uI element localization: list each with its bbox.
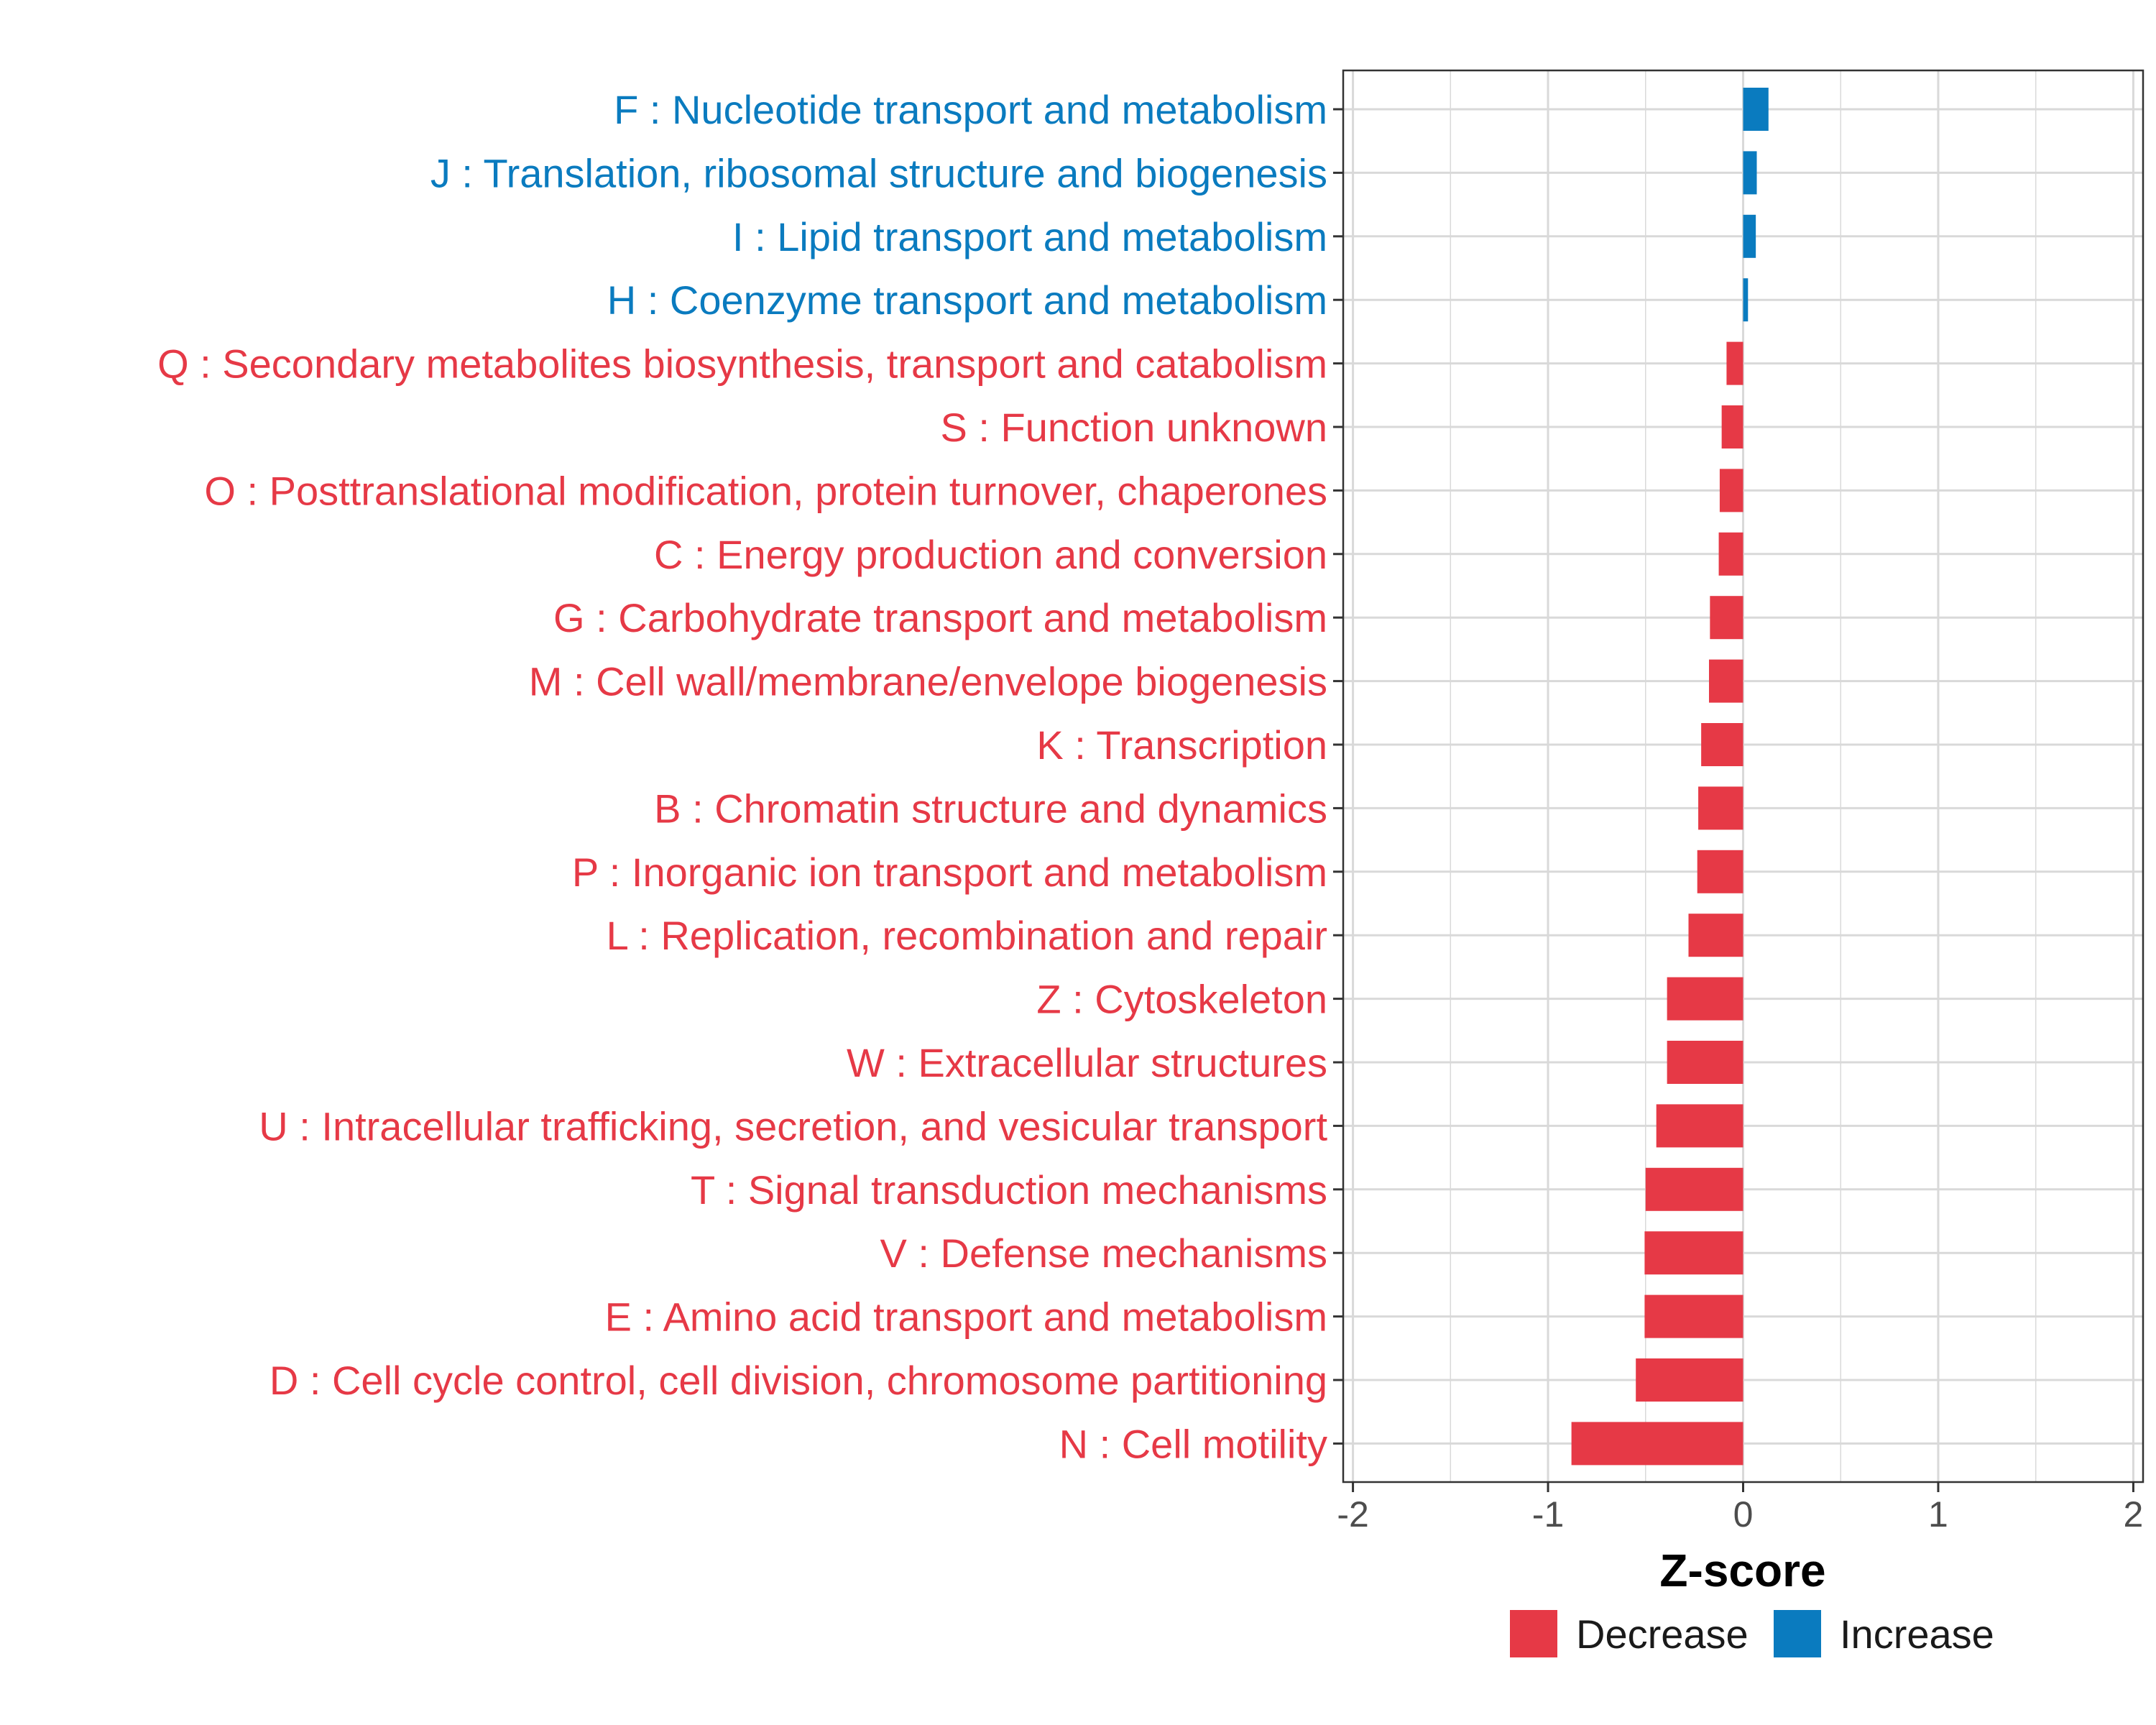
bar — [1667, 1041, 1743, 1084]
category-label: J : Translation, ribosomal structure and… — [430, 150, 1327, 196]
category-label: I : Lipid transport and metabolism — [732, 214, 1327, 259]
bar — [1644, 1294, 1743, 1338]
category-label: K : Transcription — [1036, 722, 1327, 768]
bar — [1743, 151, 1757, 195]
x-tick-label: -1 — [1532, 1494, 1564, 1535]
bar — [1697, 850, 1743, 893]
bar — [1656, 1104, 1743, 1148]
category-label: Q : Secondary metabolites biosynthesis, … — [157, 341, 1327, 387]
legend-swatch-decrease — [1510, 1610, 1557, 1657]
legend: Decrease Increase — [1510, 1610, 1994, 1657]
category-label: O : Posttranslational modification, prot… — [204, 468, 1327, 513]
legend-label-increase: Increase — [1840, 1611, 1994, 1657]
category-label: D : Cell cycle control, cell division, c… — [270, 1358, 1327, 1403]
legend-swatch-increase — [1774, 1610, 1821, 1657]
category-label: B : Chromatin structure and dynamics — [654, 786, 1327, 831]
category-label: E : Amino acid transport and metabolism — [605, 1294, 1327, 1340]
y-axis-labels: F : Nucleotide transport and metabolism J… — [157, 87, 1327, 1466]
category-label: U : Intracellular trafficking, secretion… — [259, 1103, 1327, 1149]
x-tick-label: 2 — [2124, 1494, 2144, 1535]
bar — [1688, 914, 1743, 957]
bar — [1636, 1358, 1743, 1402]
category-label: M : Cell wall/membrane/envelope biogenes… — [529, 659, 1327, 704]
x-tick-label: 1 — [1928, 1494, 1948, 1535]
bar — [1743, 278, 1749, 322]
bar — [1667, 977, 1743, 1021]
bar — [1698, 786, 1743, 830]
category-label: C : Energy production and conversion — [654, 532, 1327, 577]
bar — [1645, 1167, 1743, 1211]
x-tick-label: 0 — [1733, 1494, 1754, 1535]
category-label: P : Inorganic ion transport and metaboli… — [572, 850, 1327, 895]
y-axis-ticks — [1333, 108, 1343, 1445]
x-tick-label: -2 — [1337, 1494, 1368, 1535]
category-label: G : Carbohydrate transport and metabolis… — [553, 595, 1327, 640]
bar — [1719, 469, 1743, 512]
x-axis-labels: -2 -1 0 1 2 — [1337, 1494, 2143, 1535]
bar — [1726, 341, 1743, 385]
category-label: S : Function unknown — [940, 405, 1327, 450]
bar — [1710, 596, 1743, 640]
category-label: F : Nucleotide transport and metabolism — [614, 87, 1327, 132]
bar — [1743, 214, 1756, 258]
bar — [1708, 659, 1743, 703]
x-axis-ticks — [1352, 1482, 2134, 1492]
bar — [1644, 1231, 1743, 1275]
category-label: N : Cell motility — [1059, 1421, 1327, 1466]
category-label: H : Coenzyme transport and metabolism — [607, 277, 1327, 323]
bar — [1721, 405, 1743, 448]
category-label: W : Extracellular structures — [847, 1040, 1327, 1085]
category-label: L : Replication, recombination and repai… — [607, 913, 1327, 958]
legend-label-decrease: Decrease — [1576, 1611, 1749, 1657]
vertical-gridlines — [1352, 70, 2134, 1482]
bar — [1718, 532, 1743, 576]
category-label: T : Signal transduction mechanisms — [691, 1167, 1327, 1213]
bar — [1701, 723, 1743, 766]
bar — [1743, 88, 1769, 131]
bar — [1571, 1422, 1743, 1466]
x-axis-title: Z-score — [1659, 1545, 1825, 1596]
category-label: V : Defense mechanisms — [880, 1230, 1327, 1276]
bars — [1571, 88, 1769, 1466]
category-label: Z : Cytoskeleton — [1036, 977, 1327, 1022]
